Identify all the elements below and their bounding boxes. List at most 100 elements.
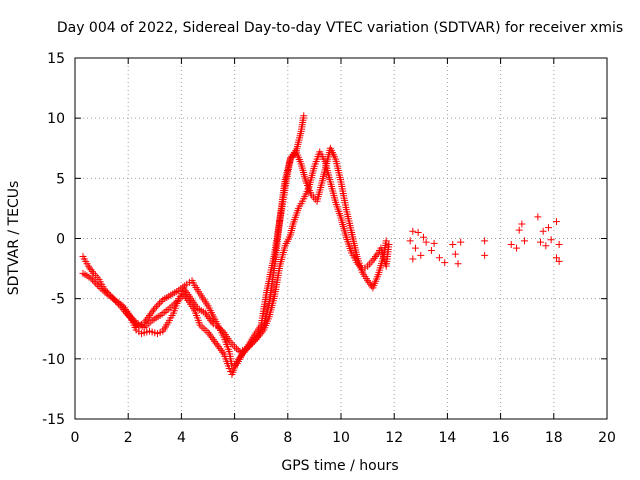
- data-point: [215, 324, 223, 332]
- data-point-interp: [249, 339, 257, 347]
- data-point-interp: [365, 278, 373, 286]
- data-point: [286, 154, 294, 162]
- data-point: [201, 309, 209, 317]
- gridlines: [75, 58, 607, 419]
- data-point-interp: [87, 266, 95, 274]
- data-point: [419, 233, 427, 241]
- data-point-interp: [157, 298, 165, 306]
- data-point: [84, 262, 92, 270]
- data-point: [544, 224, 552, 232]
- data-point-interp: [232, 344, 240, 352]
- data-point-interp: [288, 152, 296, 160]
- data-point: [451, 250, 459, 258]
- y-tick-label: 5: [56, 171, 65, 187]
- data-point: [409, 227, 417, 235]
- x-tick-label: 16: [492, 430, 510, 446]
- data-point-interp: [373, 251, 381, 259]
- data-point-interp: [205, 330, 213, 338]
- data-point: [151, 304, 159, 312]
- data-point: [481, 251, 489, 259]
- data-point-interp: [204, 313, 212, 321]
- data-point-interp: [236, 354, 244, 362]
- data-point: [552, 218, 560, 226]
- y-tick-label: 0: [56, 232, 65, 248]
- x-tick-label: 14: [438, 430, 456, 446]
- data-point-interp: [154, 301, 162, 309]
- data-point-interp: [235, 355, 243, 363]
- data-point: [537, 238, 544, 246]
- data-point-interp: [216, 325, 224, 333]
- data-point: [518, 220, 526, 228]
- data-point-interp: [245, 342, 253, 350]
- data-point-interp: [92, 279, 100, 287]
- data-point: [145, 312, 153, 320]
- data-point-interp: [120, 304, 128, 312]
- x-tick-label: 12: [385, 430, 403, 446]
- data-point-interp: [156, 299, 164, 307]
- x-tick-label: 4: [177, 430, 186, 446]
- y-tick-label: 15: [47, 51, 65, 67]
- data-point-interp: [208, 334, 216, 342]
- y-axis-label: SDTVAR / TECUs: [6, 181, 22, 296]
- data-point-interp: [218, 327, 226, 335]
- data-point-interp: [219, 348, 227, 356]
- axis-ticks: [74, 57, 608, 420]
- data-point-interp: [216, 345, 224, 353]
- data-point: [521, 237, 529, 245]
- data-point-interp: [203, 311, 211, 319]
- data-point-interp: [208, 318, 216, 326]
- x-tick-label: 0: [71, 430, 80, 446]
- data-point: [435, 254, 443, 262]
- data-point: [430, 239, 438, 247]
- data-point: [422, 238, 430, 246]
- data-point: [457, 238, 465, 246]
- y-tick-label: -5: [51, 292, 65, 308]
- data-point: [547, 236, 555, 244]
- data-point-interp: [90, 278, 98, 286]
- data-point: [454, 260, 462, 268]
- data-point: [406, 237, 414, 245]
- data-point-interp: [148, 308, 156, 316]
- series-track-d: [406, 213, 563, 268]
- series-track-a: [79, 112, 308, 370]
- data-point: [231, 343, 239, 351]
- data-point: [542, 242, 550, 250]
- data-point-interp: [88, 268, 96, 276]
- data-point: [119, 302, 127, 310]
- x-axis-label: GPS time / hours: [281, 458, 398, 474]
- data-point: [244, 344, 252, 352]
- x-tick-label: 2: [124, 430, 133, 446]
- data-point: [100, 285, 108, 293]
- x-tick-label: 18: [545, 430, 563, 446]
- data-point-interp: [356, 262, 364, 270]
- data-point: [441, 259, 449, 267]
- y-tick-labels: -15 -10 -5 0 5 10 15: [42, 51, 65, 428]
- y-tick-label: 10: [47, 111, 65, 127]
- data-point: [353, 259, 361, 267]
- data-point: [539, 227, 547, 235]
- data-point-interp: [237, 352, 245, 360]
- x-tick-label: 20: [598, 430, 616, 446]
- data-point-interp: [184, 290, 192, 298]
- data-point-interp: [86, 264, 94, 272]
- data-point: [507, 241, 515, 249]
- x-tick-label: 8: [283, 430, 292, 446]
- data-point-interp: [211, 337, 219, 345]
- data-point-interp: [147, 310, 155, 318]
- y-tick-label: -15: [42, 412, 65, 428]
- data-point: [449, 241, 457, 249]
- data-points: [79, 112, 563, 378]
- data-point-interp: [207, 316, 215, 324]
- data-point-interp: [144, 313, 152, 321]
- data-point: [552, 254, 560, 262]
- data-point: [364, 277, 372, 285]
- data-point: [300, 112, 308, 120]
- data-point-interp: [181, 287, 189, 295]
- data-point: [555, 241, 563, 249]
- data-point-interp: [366, 280, 374, 288]
- data-point: [534, 213, 542, 221]
- data-point: [417, 251, 425, 259]
- data-point-interp: [207, 332, 215, 340]
- data-point-interp: [247, 341, 255, 349]
- data-point: [204, 328, 212, 336]
